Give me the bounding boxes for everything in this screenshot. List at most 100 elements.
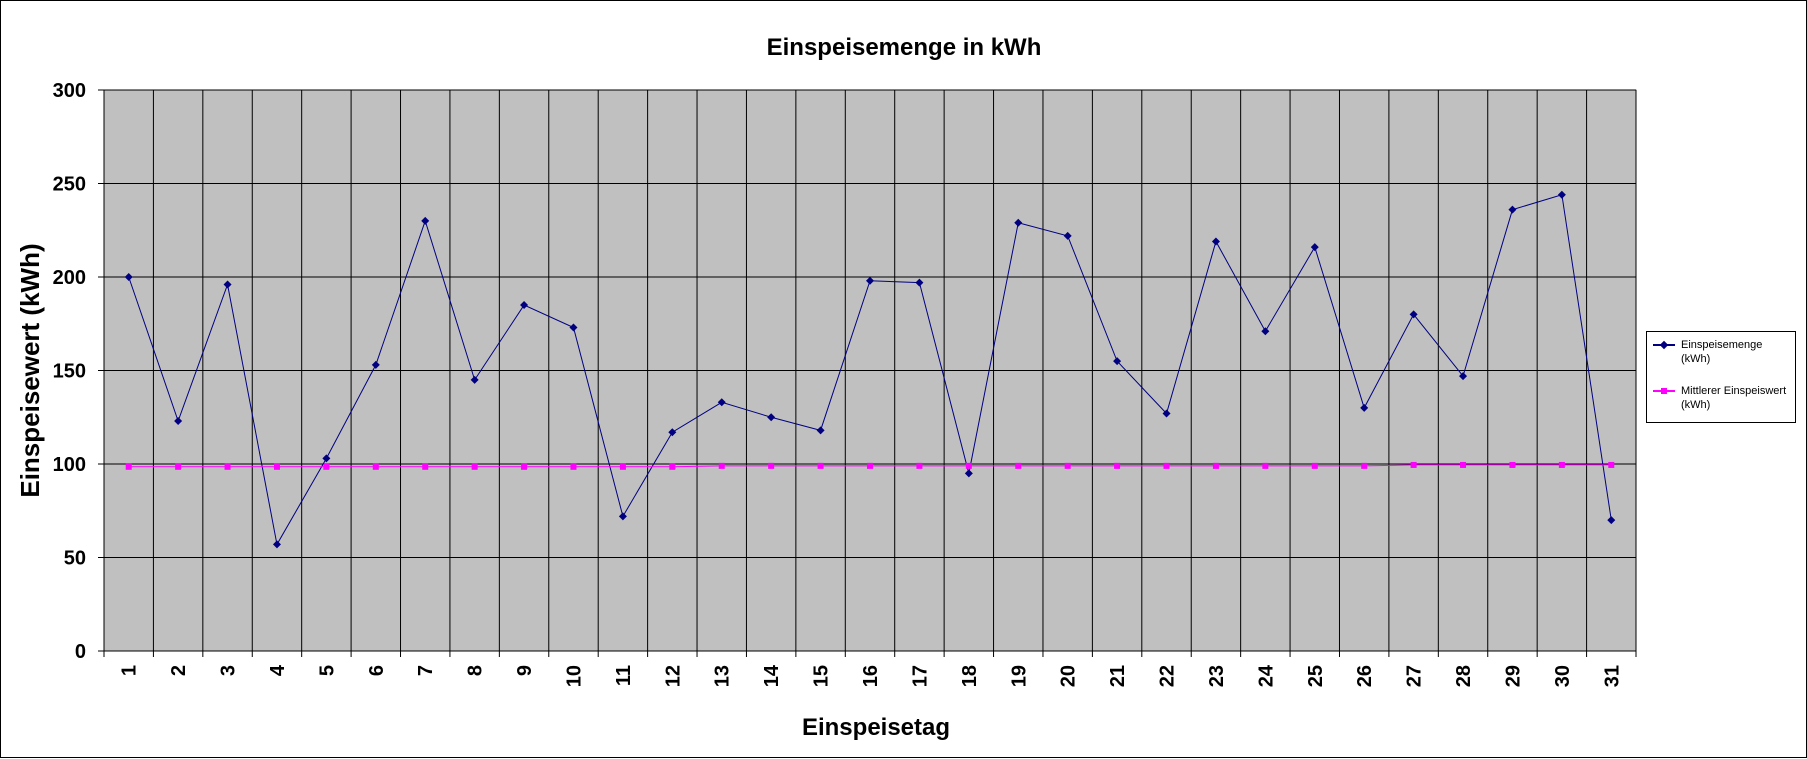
data-point-einspeisemenge — [1162, 409, 1171, 418]
chart-title: Einspeisemenge in kWh — [767, 34, 1042, 61]
data-point-einspeisemenge — [470, 375, 479, 384]
data-point-mittlerer-wert — [224, 463, 231, 470]
data-point-mittlerer-wert — [570, 463, 577, 470]
data-point-einspeisemenge — [866, 276, 874, 285]
x-tick-label: 19 — [1008, 665, 1030, 687]
data-point-mittlerer-wert — [1163, 462, 1170, 469]
data-point-einspeisemenge — [816, 426, 825, 435]
data-point-mittlerer-wert — [1509, 461, 1516, 468]
x-tick-label: 28 — [1453, 665, 1475, 687]
data-point-mittlerer-wert — [1410, 461, 1417, 468]
x-tick-label: 27 — [1404, 665, 1426, 687]
y-tick-label: 150 — [53, 361, 86, 383]
legend: Einspeisemenge (kWh) Mittlerer Einspeisw… — [1646, 331, 1796, 423]
data-point-mittlerer-wert — [1311, 462, 1318, 469]
data-point-mittlerer-wert — [521, 463, 528, 470]
x-tick-label: 20 — [1058, 665, 1080, 687]
data-point-mittlerer-wert — [718, 462, 725, 469]
data-point-einspeisemenge — [124, 273, 133, 281]
data-point-einspeisemenge — [1063, 231, 1072, 240]
data-point-einspeisemenge — [322, 454, 331, 463]
x-tick-label: 9 — [514, 665, 536, 676]
data-point-einspeisemenge — [1508, 205, 1517, 214]
square-marker-icon — [1661, 388, 1667, 394]
data-point-einspeisemenge — [569, 323, 578, 332]
data-point-mittlerer-wert — [916, 462, 923, 469]
data-point-einspeisemenge — [1211, 237, 1220, 246]
data-point-einspeisemenge — [421, 216, 430, 225]
x-tick-label: 23 — [1206, 665, 1228, 687]
data-point-einspeisemenge — [1014, 218, 1023, 227]
y-tick-label: 200 — [53, 267, 86, 289]
x-tick-label: 31 — [1601, 665, 1623, 687]
data-point-einspeisemenge — [272, 540, 281, 549]
data-point-mittlerer-wert — [1212, 462, 1219, 469]
data-point-mittlerer-wert — [619, 463, 626, 470]
data-point-einspeisemenge — [915, 278, 924, 287]
x-tick-label: 15 — [811, 665, 833, 687]
x-tick-label: 5 — [316, 665, 338, 676]
x-tick-label: 24 — [1255, 664, 1277, 687]
x-tick-label: 26 — [1354, 665, 1376, 687]
data-point-mittlerer-wert — [1114, 462, 1121, 469]
x-tick-label: 18 — [959, 665, 981, 687]
y-axis-label: Einspeisewert (kWh) — [15, 243, 45, 497]
data-point-einspeisemenge — [1459, 372, 1468, 381]
x-tick-label: 2 — [168, 665, 190, 676]
data-point-einspeisemenge — [1261, 327, 1270, 336]
data-point-mittlerer-wert — [273, 463, 280, 470]
data-point-mittlerer-wert — [768, 462, 775, 469]
data-point-mittlerer-wert — [965, 462, 972, 469]
data-point-mittlerer-wert — [1015, 462, 1022, 469]
x-tick-label: 6 — [366, 665, 388, 676]
data-point-einspeisemenge — [717, 398, 726, 407]
data-point-einspeisemenge — [1310, 243, 1319, 252]
data-point-mittlerer-wert — [471, 463, 478, 470]
data-point-mittlerer-wert — [669, 463, 676, 470]
x-tick-label: 4 — [267, 664, 289, 676]
data-point-mittlerer-wert — [1262, 462, 1269, 469]
data-point-einspeisemenge — [668, 428, 677, 437]
data-point-einspeisemenge — [1409, 310, 1418, 319]
data-point-mittlerer-wert — [1558, 461, 1565, 468]
data-point-mittlerer-wert — [125, 463, 132, 470]
y-tick-label: 50 — [64, 548, 86, 570]
data-point-einspeisemenge — [223, 280, 232, 289]
data-point-einspeisemenge — [520, 301, 529, 310]
legend-label-mittlerer-wert: Mittlerer Einspeiswert (kWh) — [1681, 385, 1787, 411]
x-tick-label: 12 — [662, 665, 684, 687]
data-point-einspeisemenge — [964, 469, 973, 478]
legend-label-einspeisemenge: Einspeisemenge (kWh) — [1681, 339, 1763, 365]
data-point-mittlerer-wert — [1361, 462, 1368, 469]
data-point-einspeisemenge — [371, 360, 380, 369]
x-tick-label: 10 — [563, 665, 585, 687]
y-tick-label: 100 — [53, 454, 86, 476]
data-point-einspeisemenge — [1557, 190, 1566, 199]
data-point-mittlerer-wert — [817, 462, 824, 469]
data-point-einspeisemenge — [1113, 357, 1122, 366]
data-point-einspeisemenge — [618, 512, 627, 521]
x-tick-label: 30 — [1552, 665, 1574, 687]
x-tick-label: 11 — [613, 665, 635, 686]
data-point-mittlerer-wert — [867, 462, 873, 469]
x-tick-label: 16 — [860, 665, 882, 687]
diamond-marker-icon — [1659, 340, 1669, 350]
x-axis-label: Einspeisetag — [802, 714, 950, 741]
y-tick-label: 300 — [53, 80, 86, 102]
data-point-mittlerer-wert — [372, 463, 379, 470]
data-point-mittlerer-wert — [323, 463, 330, 470]
x-tick-label: 17 — [909, 665, 931, 687]
x-tick-label: 14 — [761, 664, 783, 687]
data-point-einspeisemenge — [174, 416, 183, 425]
y-tick-label: 0 — [75, 641, 86, 663]
x-tick-label: 1 — [119, 665, 141, 676]
data-point-mittlerer-wert — [1608, 461, 1615, 468]
x-tick-label: 7 — [415, 665, 437, 676]
data-point-mittlerer-wert — [1064, 462, 1071, 469]
y-tick-label: 250 — [53, 174, 86, 196]
data-point-mittlerer-wert — [422, 463, 429, 470]
data-point-einspeisemenge — [1360, 403, 1369, 412]
x-tick-label: 21 — [1107, 665, 1129, 687]
